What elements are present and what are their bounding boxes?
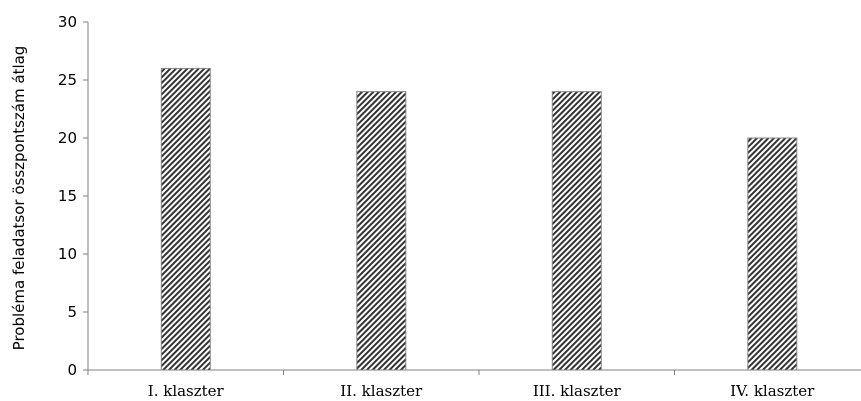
y-axis-title: Probléma feladatsor összpontszám átlag	[10, 46, 28, 351]
bar-4	[747, 137, 798, 371]
y-tick-label: 25	[58, 71, 77, 89]
axes-group: 0 5 10 15 20 25 30 I. klaszter II. klaszter III. …	[58, 13, 861, 400]
y-tick-label: 5	[67, 303, 77, 321]
bar-1	[160, 67, 211, 371]
x-tick-label: IV. klaszter	[730, 382, 815, 400]
y-tick-label: 15	[58, 187, 77, 205]
x-tick-label: I. klaszter	[148, 382, 225, 400]
y-tick-label: 0	[67, 361, 77, 379]
bar-3	[551, 91, 602, 371]
bars-group	[160, 67, 798, 371]
y-tick-label: 10	[58, 245, 77, 263]
x-tick-label: II. klaszter	[340, 382, 423, 400]
y-tick-label: 30	[58, 13, 77, 31]
bar-2	[356, 91, 407, 371]
y-tick-label: 20	[58, 129, 77, 147]
x-tick-label: III. klaszter	[533, 382, 622, 400]
